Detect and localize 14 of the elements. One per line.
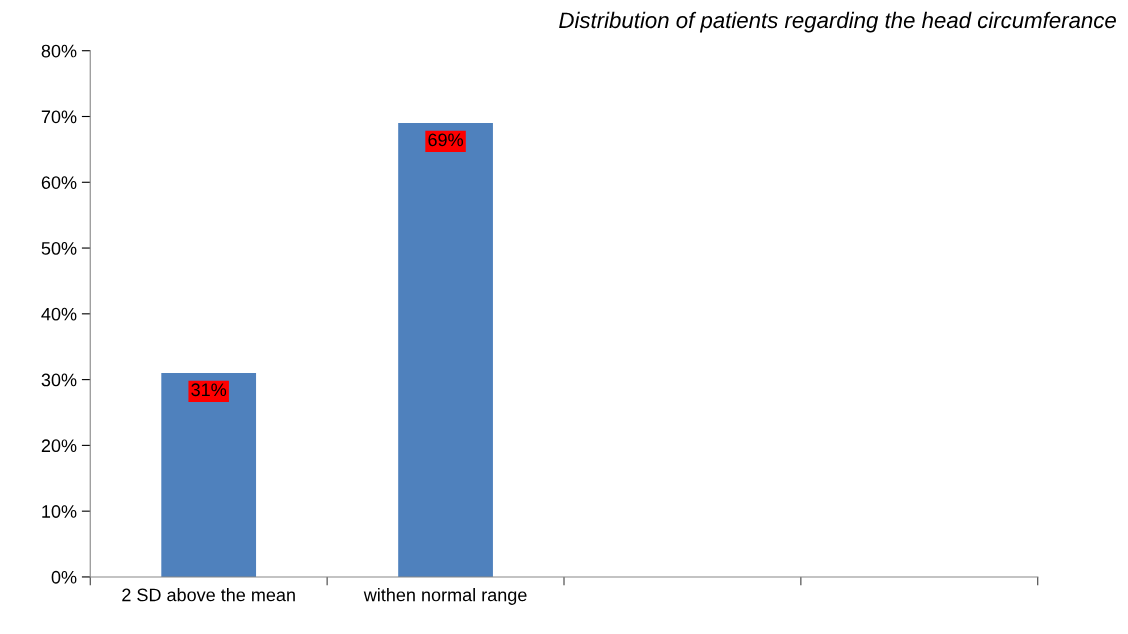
y-tick-label: 0% bbox=[51, 570, 77, 584]
y-tick-label: 70% bbox=[41, 110, 77, 124]
y-tick-label: 60% bbox=[41, 176, 77, 189]
chart-title: Distribution of patients regarding the head circumferance bbox=[559, 11, 1116, 33]
x-tick-label: 2 SD above the mean bbox=[122, 588, 295, 602]
y-tick-label: 50% bbox=[41, 241, 77, 255]
y-tick-label: 10% bbox=[42, 505, 77, 518]
y-tick-label: 40% bbox=[41, 307, 77, 321]
y-tick-label: 20% bbox=[41, 439, 77, 453]
data-label: 31% bbox=[191, 383, 227, 397]
x-tick-label: withen normal range bbox=[363, 588, 527, 605]
y-tick-label: 80% bbox=[41, 44, 77, 58]
y-tick-label: 30% bbox=[41, 373, 77, 387]
data-label: 69% bbox=[428, 133, 463, 147]
